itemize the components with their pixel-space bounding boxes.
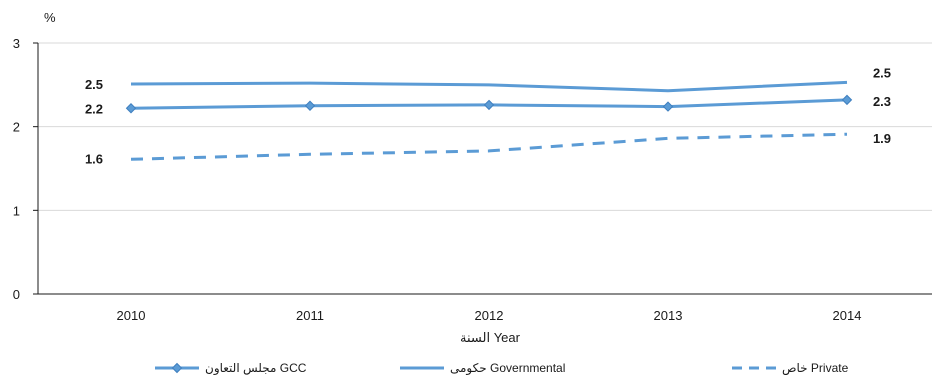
series-lines (125, 80, 853, 161)
legend-marker (171, 362, 183, 374)
x-tick-label: 2010 (117, 308, 146, 323)
y-unit-label: % (44, 10, 56, 25)
x-tick-label: 2012 (475, 308, 504, 323)
data-label: 1.9 (873, 131, 891, 146)
series-line-2 (130, 132, 848, 161)
series-point-marker (662, 101, 674, 112)
legend-label-1: حكومى Governmental (450, 361, 565, 376)
y-tick-label: 0 (13, 287, 20, 302)
legend-label-2: خاص Private (782, 361, 849, 376)
series-point-marker (483, 99, 495, 111)
series-point-marker (841, 94, 853, 106)
legend-label-0: مجلس التعاون GCC (205, 361, 307, 376)
series-point-marker (304, 100, 316, 111)
y-tick-label: 3 (13, 36, 20, 51)
legend: مجلس التعاون GCC حكومى Governmental خاص Pr… (155, 361, 849, 376)
x-axis-title: السنة Year (460, 330, 521, 345)
gridlines (38, 42, 932, 211)
x-tick-label: 2011 (296, 308, 324, 323)
data-label: 2.5 (873, 65, 891, 80)
x-tick-label: 2013 (654, 308, 683, 323)
series-line-1 (130, 80, 848, 93)
data-label: 2.5 (85, 77, 103, 92)
series-point-marker (125, 103, 137, 114)
y-tick-label: 1 (13, 203, 20, 218)
data-label: 2.3 (873, 94, 891, 109)
data-label: 2.2 (85, 101, 103, 116)
y-tick-label: 2 (13, 120, 20, 135)
data-labels: 2.2 2.3 2.5 2.5 1.6 1.9 (85, 65, 891, 166)
x-tick-label: 2014 (833, 308, 862, 323)
data-label: 1.6 (85, 151, 103, 166)
axes: 0 1 2 3 2010 2011 2012 2013 2014 (13, 36, 932, 323)
